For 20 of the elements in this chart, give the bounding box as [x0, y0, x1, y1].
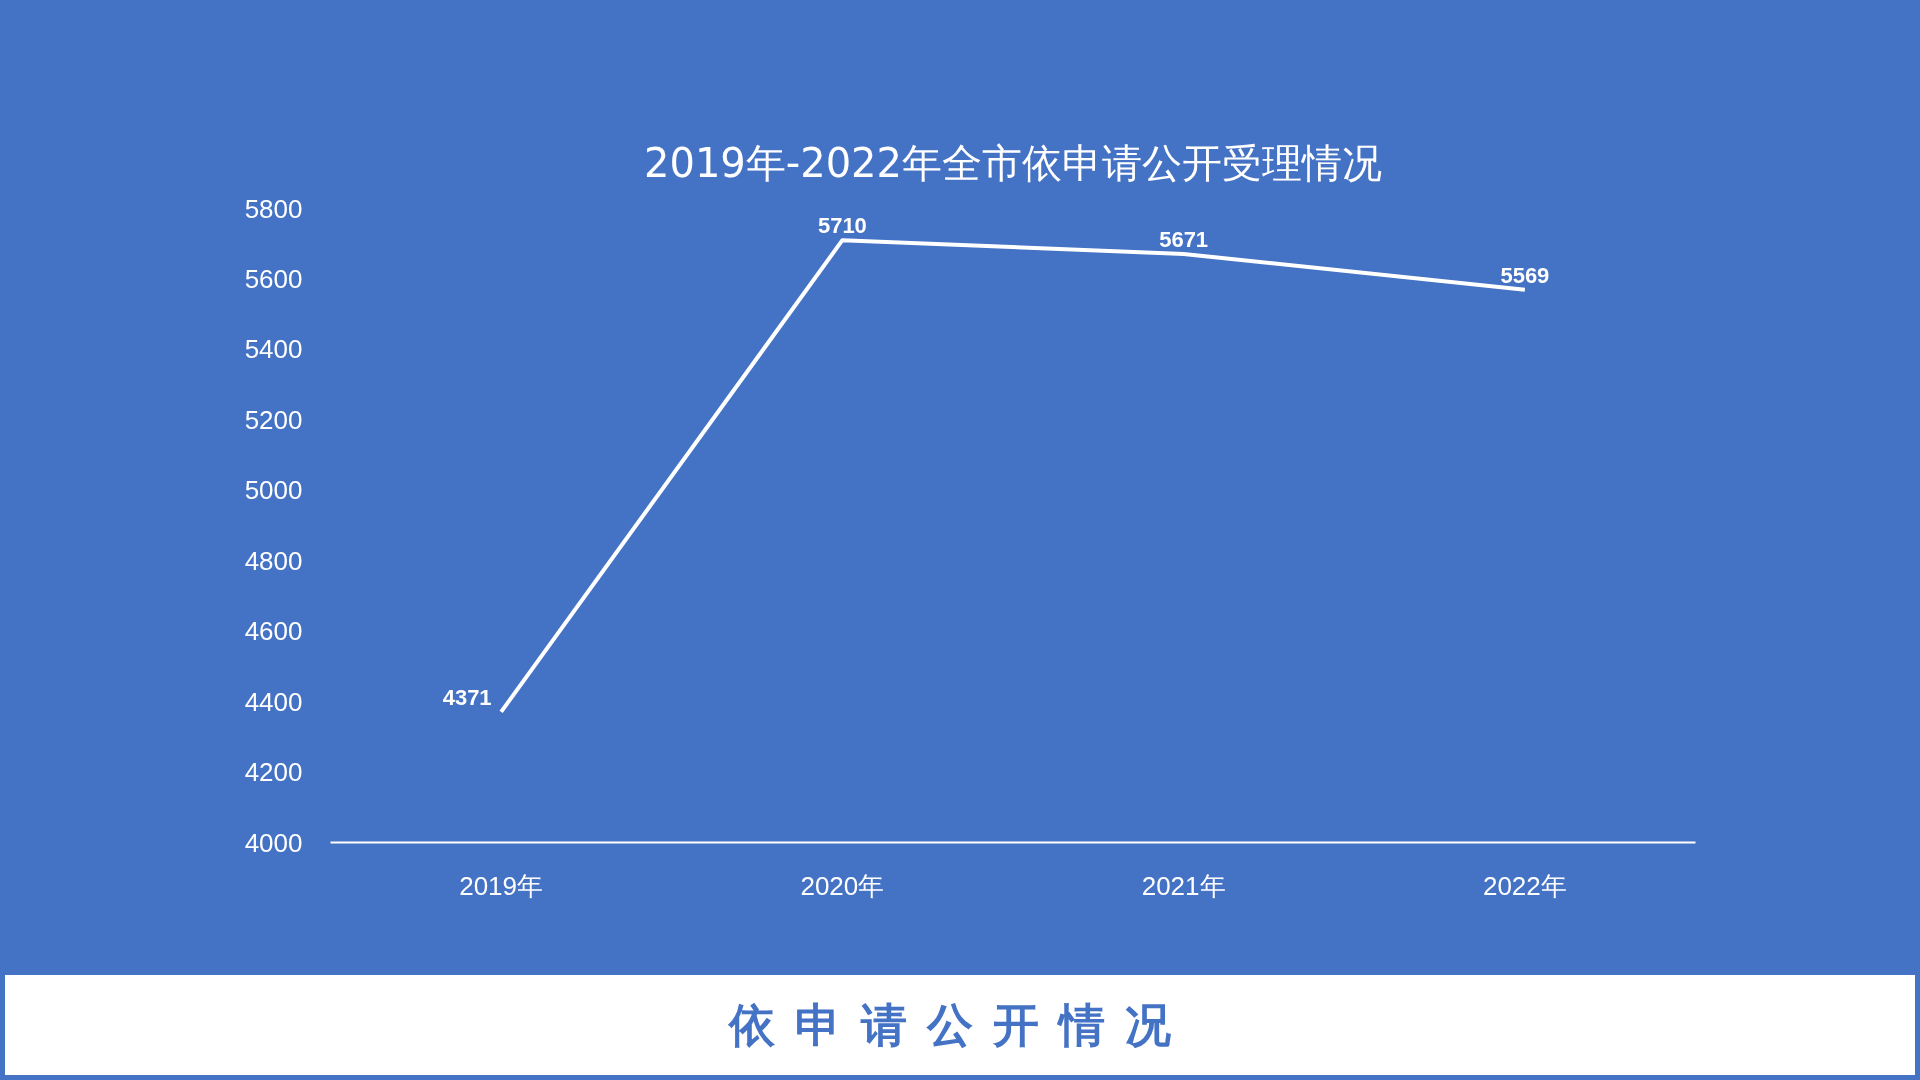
x-tick-label: 2022年	[1482, 870, 1567, 901]
x-tick-label: 2020年	[800, 870, 885, 901]
data-label: 5671	[1159, 226, 1209, 252]
chart-title: 2019年-2022年全市依申请公开受理情况	[643, 140, 1383, 186]
x-tick-label: 2019年	[459, 870, 544, 901]
data-label: 4371	[442, 684, 492, 710]
y-tick-label: 4200	[244, 757, 303, 788]
data-label: 5710	[817, 213, 867, 239]
y-tick-label: 4600	[244, 616, 303, 647]
y-tick-label: 5000	[244, 475, 303, 506]
y-tick-label: 5400	[244, 334, 303, 365]
y-tick-label: 4400	[244, 686, 303, 717]
data-label: 5569	[1500, 262, 1550, 288]
x-tick-label: 2021年	[1141, 870, 1226, 901]
y-tick-label: 5800	[244, 193, 303, 224]
y-tick-label: 4800	[244, 545, 303, 576]
y-tick-label: 5200	[244, 404, 303, 435]
y-tick-label: 5600	[244, 263, 303, 294]
text: 依申请公开情况	[729, 997, 1191, 1054]
y-tick-label: 4000	[244, 827, 303, 858]
